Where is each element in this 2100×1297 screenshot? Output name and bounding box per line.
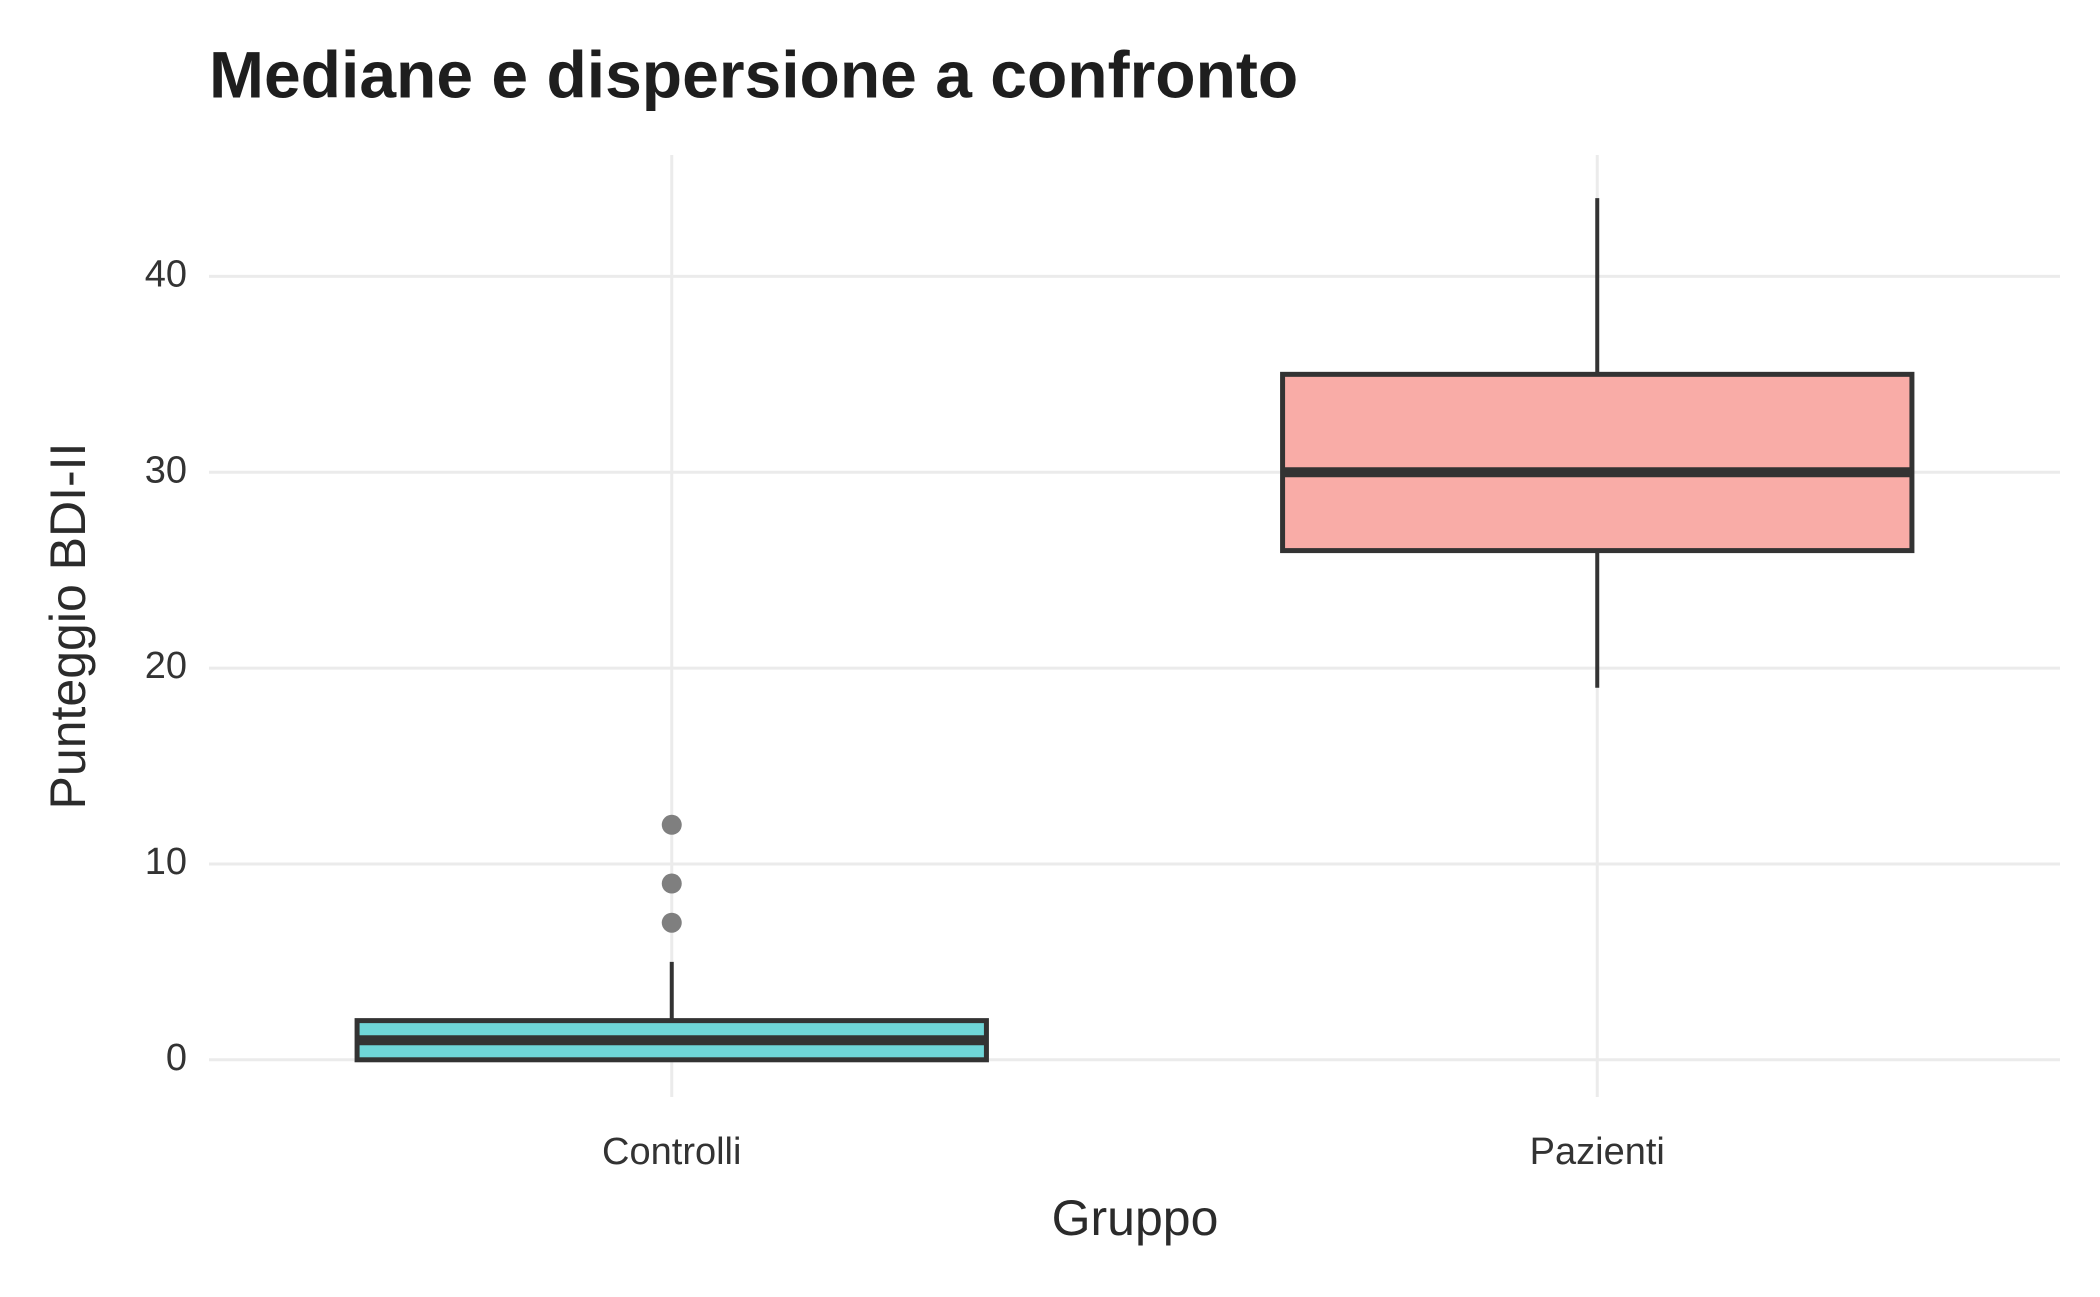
x-axis-title: Gruppo [1052,1190,1219,1246]
box [1280,371,1915,554]
y-tick-label: 20 [145,645,187,687]
x-tick-label: Pazienti [1530,1131,1665,1173]
outlier [661,873,682,894]
chart-title: Mediane e dispersione a confronto [209,37,1298,111]
outlier [661,912,682,933]
x-tick-label: Controlli [602,1131,741,1173]
y-tick-label: 10 [145,841,187,883]
y-tick-label: 30 [145,449,187,491]
y-tick-label: 0 [166,1037,187,1079]
y-tick-label: 40 [145,253,187,295]
outlier [661,814,682,835]
y-axis-title: Punteggio BDI-II [40,443,96,810]
